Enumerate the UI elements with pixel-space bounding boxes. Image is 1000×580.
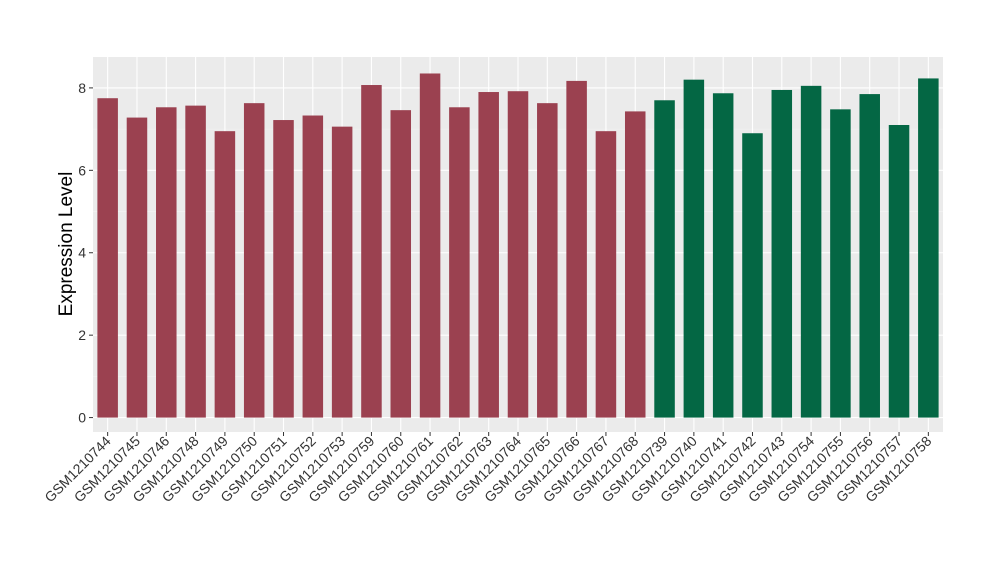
y-tick-label: 0 — [78, 410, 86, 426]
bar-GSM1210740 — [683, 79, 705, 418]
y-axis: 0 2 4 6 8 — [78, 80, 93, 426]
bar-GSM1210741 — [712, 93, 734, 418]
bar-GSM1210758 — [918, 78, 939, 418]
bar-GSM1210766 — [566, 80, 587, 418]
bar-GSM1210762 — [449, 107, 470, 418]
y-tick-label: 8 — [78, 80, 86, 96]
bar-GSM1210750 — [243, 103, 265, 418]
bar-GSM1210748 — [185, 105, 206, 418]
bar-GSM1210742 — [742, 133, 763, 418]
y-tick-label: 2 — [78, 327, 86, 343]
bar-GSM1210763 — [478, 92, 499, 418]
bar-GSM1210744 — [97, 98, 118, 418]
bar-GSM1210757 — [888, 124, 910, 418]
bar-GSM1210739 — [654, 100, 675, 418]
bar-GSM1210745 — [126, 117, 148, 418]
bar-GSM1210743 — [771, 89, 793, 418]
bar-GSM1210760 — [390, 110, 412, 418]
y-axis-title: Expression Level — [56, 172, 77, 317]
bar-GSM1210753 — [331, 126, 353, 418]
bar-GSM1210764 — [507, 91, 529, 418]
bar-GSM1210759 — [361, 85, 382, 418]
y-tick-label: 6 — [78, 162, 86, 178]
bar-GSM1210767 — [595, 131, 617, 418]
x-axis: GSM1210744GSM1210745GSM1210746GSM1210748… — [41, 432, 935, 505]
bar-GSM1210751 — [273, 120, 294, 418]
bar-GSM1210768 — [624, 111, 646, 418]
bar-GSM1210755 — [830, 109, 851, 418]
bar-GSM1210761 — [419, 73, 441, 418]
bar-GSM1210746 — [156, 107, 177, 418]
bar-GSM1210765 — [537, 103, 558, 418]
bar-GSM1210749 — [214, 131, 236, 418]
y-tick-label: 4 — [78, 245, 86, 261]
bar-GSM1210756 — [859, 94, 880, 418]
bar-GSM1210754 — [800, 85, 822, 418]
bar-GSM1210752 — [302, 115, 324, 418]
bars — [97, 73, 939, 418]
